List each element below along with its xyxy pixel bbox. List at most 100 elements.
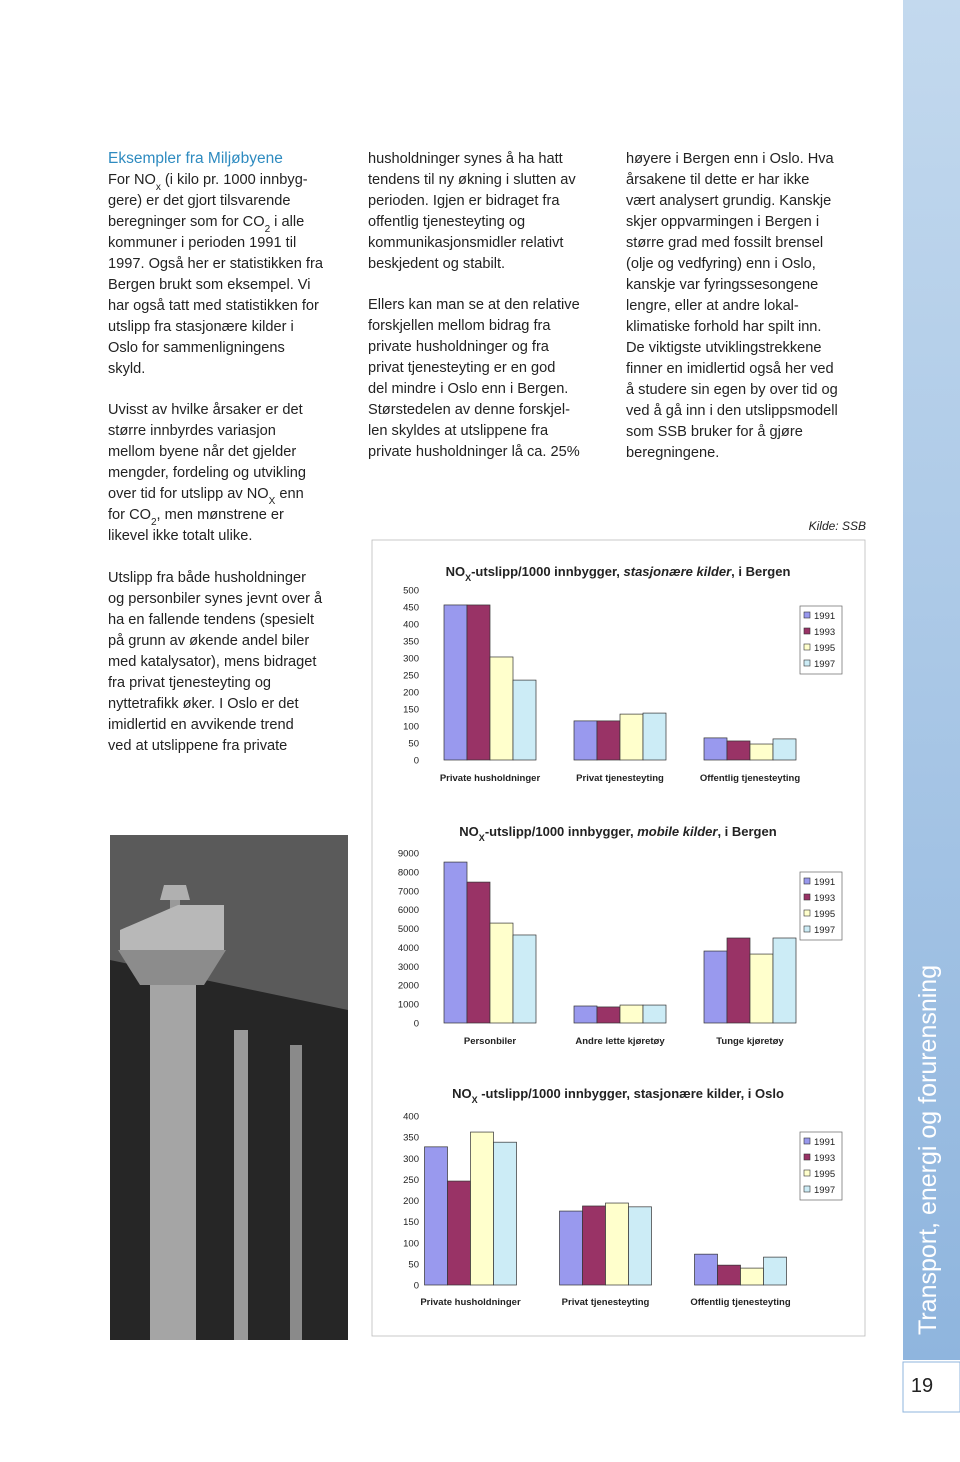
bar (573, 720, 598, 761)
chimney-hood (120, 905, 224, 950)
bar (443, 604, 468, 761)
text-line: Oslo for sammenligningens (108, 340, 285, 356)
bar (749, 953, 774, 1024)
page-number: 19 (911, 1375, 933, 1397)
y-tick-label: 100 (403, 722, 419, 733)
bar (703, 737, 728, 761)
bar (512, 934, 537, 1024)
title-part: NO (459, 824, 479, 839)
legend-swatch (803, 1153, 811, 1161)
text-line: offentlig tjenesteyting og (368, 214, 525, 230)
text-line: større grad med fossilt brensel (626, 235, 823, 251)
x-tick-label: Private husholdninger (420, 1297, 521, 1308)
subscript: 2 (265, 224, 271, 235)
text-line: høyere i Bergen enn i Oslo. Hva (626, 151, 835, 167)
y-tick-label: 4000 (398, 943, 419, 954)
text-line: ved å gå inn i den utslippsmodell (626, 403, 838, 419)
legend-label: 1991 (814, 1137, 835, 1148)
legend-swatch (803, 909, 811, 917)
y-tick-label: 5000 (398, 924, 419, 935)
legend-label: 1997 (814, 1185, 835, 1196)
text-line: større innbyrdes variasjon (108, 423, 276, 439)
chimney-hood (118, 950, 226, 985)
chimney (234, 1030, 248, 1340)
text-line: beregningene. (626, 445, 719, 461)
text-line: mellom byene når det gjelder (108, 444, 296, 460)
text-line: Uvisst av hvilke årsaker er det (108, 402, 303, 418)
y-tick-label: 250 (403, 671, 419, 682)
text-line: vært analysert grundig. Kanskje (626, 193, 831, 209)
legend-label: 1993 (814, 1153, 835, 1164)
chimney (150, 985, 196, 1340)
bar (772, 937, 797, 1024)
bar (573, 1005, 598, 1024)
x-tick-label: Offentlig tjenesteyting (700, 773, 800, 784)
text-line: private husholdninger og fra (368, 339, 550, 355)
y-tick-label: 150 (403, 1217, 419, 1228)
legend-label: 1997 (814, 925, 835, 936)
bar (642, 712, 667, 761)
chart-title: NOX -utslipp/1000 innbygger, stasjonære … (452, 1086, 784, 1105)
legend-swatch (803, 659, 811, 667)
bar (489, 922, 514, 1024)
y-tick-label: 0 (414, 1281, 419, 1292)
text-line: likevel ikke totalt ulike. (108, 528, 252, 544)
bar (447, 1180, 471, 1286)
legend-swatch (803, 1137, 811, 1145)
bar (763, 1256, 787, 1286)
y-tick-label: 3000 (398, 962, 419, 973)
text-line: Bergen brukt som eksempel. Vi (108, 277, 311, 293)
photo-building (110, 960, 348, 1340)
text-run: For NO (108, 172, 156, 188)
text-line: utslipp fra stasjonære kilder i (108, 319, 294, 335)
legend-label: 1993 (814, 627, 835, 638)
y-tick-label: 9000 (398, 849, 419, 860)
text-line: ha en fallende tendens (spesielt (108, 612, 314, 628)
title-part: , i Bergen (717, 824, 776, 839)
text-line: skjer oppvarmingen i Bergen i (626, 214, 819, 230)
bar (596, 1006, 621, 1024)
text-line: kommuner i perioden 1991 til (108, 235, 296, 251)
legend-label: 1997 (814, 659, 835, 670)
text-line: perioden. Igjen er bidraget fra (368, 193, 560, 209)
legend-swatch (803, 643, 811, 651)
text-run: enn (275, 486, 303, 502)
y-tick-label: 300 (403, 654, 419, 665)
bar (717, 1264, 741, 1286)
legend-label: 1995 (814, 909, 835, 920)
text-line: fra privat tjenesteyting og (108, 675, 271, 691)
x-tick-label: Tunge kjøretøy (716, 1036, 784, 1047)
title-part: , i Bergen (731, 564, 790, 579)
legend-label: 1991 (814, 611, 835, 622)
bar (749, 743, 774, 761)
x-tick-label: Personbiler (464, 1036, 517, 1047)
text-line: over tid for utslipp av NOX enn (108, 486, 304, 507)
text-run: i alle (270, 214, 304, 230)
subscript: X (269, 496, 276, 507)
bar (726, 740, 751, 761)
title-part: X (472, 1095, 478, 1105)
text-run: beregninger som for CO (108, 214, 265, 230)
bar (582, 1205, 606, 1286)
legend-label: 1995 (814, 643, 835, 654)
y-tick-label: 200 (403, 1196, 419, 1207)
legend-swatch (803, 893, 811, 901)
text-line: mengder, fordeling og utvikling (108, 465, 306, 481)
x-tick-label: Andre lette kjøretøy (575, 1036, 665, 1047)
title-part: NO (446, 564, 466, 579)
text-line: kanskje var fyringssesongene (626, 277, 818, 293)
bar (443, 861, 468, 1024)
text-line: for CO2, men mønstrene er (108, 507, 284, 528)
subscript: x (156, 182, 161, 193)
subscript: 2 (151, 517, 157, 528)
text-line: Ellers kan man se at den relative (368, 297, 580, 313)
text-line: årsakene til dette er har ikke (626, 172, 809, 188)
legend-label: 1991 (814, 877, 835, 888)
text-line: nyttetrafikk øker. I Oslo er det (108, 696, 299, 712)
y-tick-label: 350 (403, 637, 419, 648)
text-run: (i kilo pr. 1000 innbyg- (161, 172, 308, 188)
y-tick-label: 400 (403, 1112, 419, 1123)
title-part: X (465, 573, 471, 583)
